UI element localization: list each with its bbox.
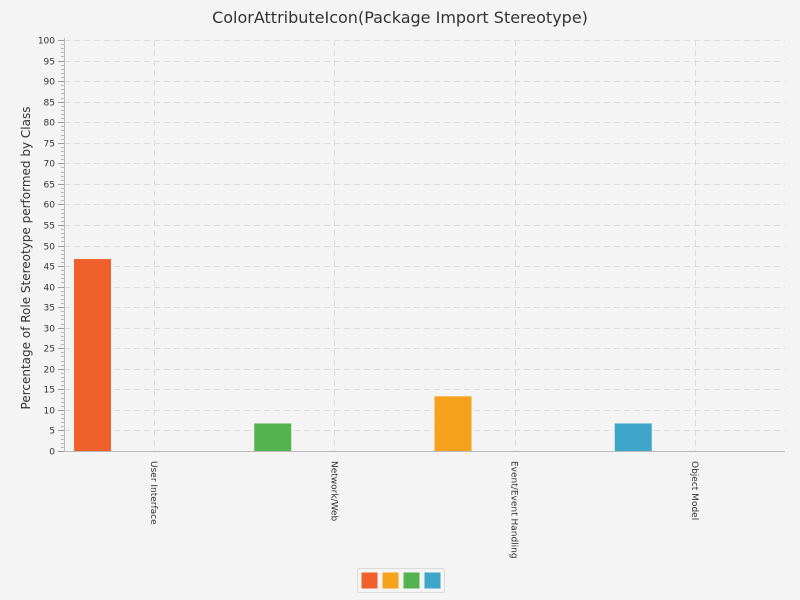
bar (614, 423, 652, 451)
y-tick-label: 100 (38, 37, 55, 47)
bar (74, 259, 111, 451)
y-tick-label: 70 (44, 160, 56, 170)
y-tick-label: 20 (44, 366, 56, 376)
y-tick-label: 60 (44, 201, 56, 211)
y-axis-label: Percentage of Role Stereotype performed … (19, 107, 33, 410)
legend-swatch (424, 572, 441, 589)
y-tick-label: 30 (44, 325, 56, 335)
y-tick-label: 5 (49, 427, 55, 437)
y-tick-label: 80 (44, 119, 56, 129)
y-tick-label: 90 (44, 78, 56, 88)
y-tick-label: 45 (44, 263, 55, 273)
y-tick-label: 50 (44, 243, 56, 253)
x-category-label: Object Model (689, 461, 699, 520)
legend-swatch (361, 572, 378, 589)
x-axis-category-labels: User Interface Network/Web Event/Event Han… (148, 461, 699, 559)
y-tick-label: 55 (44, 222, 55, 232)
y-tick-label: 75 (44, 140, 55, 150)
y-tick-label: 35 (44, 304, 55, 314)
y-tick-label: 25 (44, 345, 55, 355)
legend-box (357, 568, 445, 593)
bar (434, 396, 472, 451)
y-tick-label: 40 (44, 284, 56, 294)
legend-swatch (382, 572, 399, 589)
axes (64, 38, 785, 452)
chart-title: ColorAttributeIcon(Package Import Stereo… (212, 8, 588, 27)
y-tick-label: 95 (44, 58, 55, 68)
y-axis-ticks: 0 5 10 15 20 25 30 35 40 45 50 55 60 65 70 75 80 85 90 95 10… (38, 37, 64, 458)
x-category-label: Network/Web (328, 461, 338, 522)
bar (254, 423, 292, 451)
grid (64, 40, 785, 451)
x-category-label: Event/Event Handling (509, 461, 519, 559)
legend-swatch (403, 572, 420, 589)
y-tick-label: 0 (49, 448, 55, 458)
y-tick-label: 85 (44, 99, 55, 109)
y-tick-label: 15 (44, 386, 55, 396)
bars (74, 259, 652, 451)
y-tick-label: 65 (44, 181, 55, 191)
x-category-label: User Interface (148, 461, 158, 525)
y-tick-label: 10 (44, 407, 56, 417)
legend (357, 568, 445, 593)
